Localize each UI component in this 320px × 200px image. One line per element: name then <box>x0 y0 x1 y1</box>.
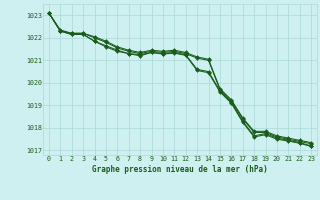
X-axis label: Graphe pression niveau de la mer (hPa): Graphe pression niveau de la mer (hPa) <box>92 165 268 174</box>
